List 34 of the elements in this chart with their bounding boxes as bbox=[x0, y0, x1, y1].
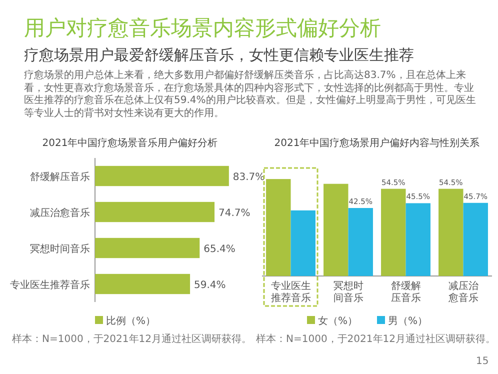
bar bbox=[324, 184, 348, 276]
x-tick-label: 冥想时间音乐 bbox=[333, 280, 364, 304]
x-tick-label: 舒缓解压音乐 bbox=[390, 280, 421, 304]
text: 样本：N=1000，于2021年12月通过社区调研获得。 bbox=[12, 332, 252, 346]
x-tick-label: 减压治愈音乐 bbox=[447, 280, 478, 304]
text: 疗愈场景的用户总体上来看，绝大多数用户都偏好舒缓解压类音乐，占比高达83.7%，且在总体上来看，女性更喜欢疗愈场景音乐，在疗愈场景具体的四种内容形式下，女性选择的比例都高于男性。专业医生推荐的疗愈音乐在总体上仅有59.4%的用户比较喜欢。但是，女性偏好上明显高于男性，可见医生等专业人士的背书对女性来说有更大的作用。 bbox=[24, 70, 477, 120]
bar bbox=[95, 274, 190, 294]
legend-label: 男（%） bbox=[388, 316, 428, 327]
text: 15 bbox=[476, 356, 489, 367]
bar bbox=[95, 238, 200, 258]
bar bbox=[290, 210, 316, 276]
legend-label: 女（%） bbox=[318, 315, 358, 327]
chart-title: 2021年中国疗愈场景音乐用户偏好分析 bbox=[42, 137, 218, 149]
bar bbox=[95, 202, 215, 222]
bar bbox=[95, 166, 229, 186]
y-tick-label: 冥想时间音乐 bbox=[30, 243, 90, 255]
bar bbox=[381, 188, 406, 276]
data-label: 65.4% bbox=[204, 244, 236, 255]
bar bbox=[438, 188, 464, 276]
data-label: 74.7% bbox=[218, 208, 250, 219]
y-tick-label: 舒缓解压音乐 bbox=[30, 171, 90, 183]
bar bbox=[463, 202, 488, 276]
text: 用户对疗愈音乐场景内容形式偏好分析 bbox=[24, 15, 381, 42]
y-tick-label: 减压治愈音乐 bbox=[30, 207, 90, 219]
bar bbox=[266, 179, 291, 276]
text: 样本：N=1000，于2021年12月通过社区调研获得。 bbox=[256, 332, 496, 346]
bar bbox=[406, 203, 430, 276]
legend-label: 比例（%） bbox=[106, 315, 156, 327]
data-label: 59.4% bbox=[194, 280, 226, 291]
text: 疗愈场景用户最爱舒缓解压音乐，女性更信赖专业医生推荐 bbox=[24, 46, 414, 65]
chart-title: 2021年中国疗愈场景用户偏好内容与性别关系 bbox=[274, 137, 480, 149]
bar bbox=[348, 208, 373, 276]
data-label: 83.7% bbox=[232, 172, 265, 183]
x-tick-label: 专业医生推荐音乐 bbox=[270, 280, 311, 304]
